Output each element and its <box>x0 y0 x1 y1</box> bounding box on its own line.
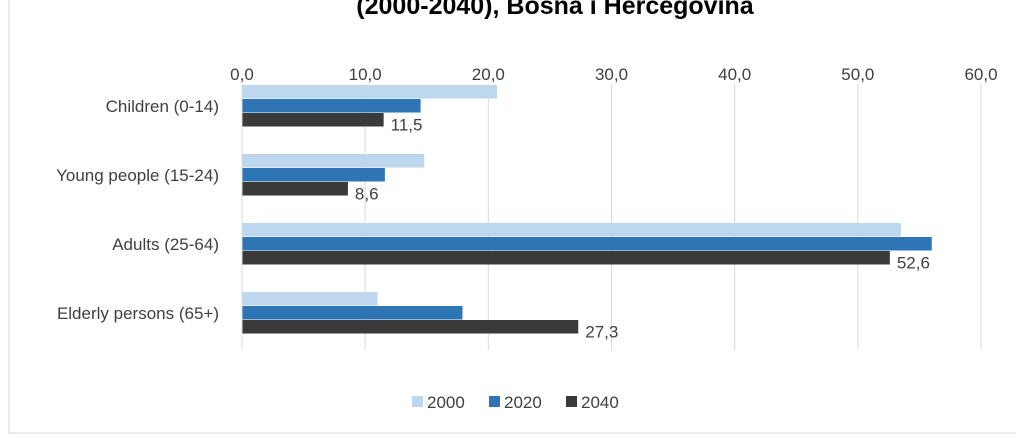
bar-2020 <box>242 306 463 320</box>
x-tick-label: 20,0 <box>472 65 505 84</box>
chart-frame <box>8 0 1016 434</box>
bar-2000 <box>242 154 425 168</box>
x-tick-label: 0,0 <box>230 65 254 84</box>
bar-2020 <box>242 168 385 182</box>
category-labels: Children (0-14) Young people (15-24) Adult… <box>56 97 219 323</box>
bar-2040 <box>242 320 579 334</box>
bar-2020 <box>242 237 932 251</box>
legend-label-2040: 2040 <box>581 393 619 412</box>
data-labels: 11,5 8,6 52,6 27,3 <box>355 116 930 342</box>
bar-2000 <box>242 292 378 306</box>
legend-label-2020: 2020 <box>504 393 542 412</box>
chart-title: (2000-2040), Bosna i Hercegovina <box>356 0 754 20</box>
bar-2040 <box>242 113 384 127</box>
x-tick-label: 10,0 <box>349 65 382 84</box>
x-tick-label: 30,0 <box>595 65 628 84</box>
x-axis-ticks: 0,0 10,0 20,0 30,0 40,0 50,0 60,0 <box>230 65 997 84</box>
bar-series <box>242 85 932 334</box>
bar-2020 <box>242 99 421 113</box>
category-label: Young people (15-24) <box>56 166 219 185</box>
bar-2000 <box>242 223 901 237</box>
gridlines <box>241 84 982 350</box>
category-label: Elderly persons (65+) <box>57 304 219 323</box>
category-label: Adults (25-64) <box>112 235 219 254</box>
data-label: 52,6 <box>897 254 930 273</box>
data-label: 8,6 <box>355 185 379 204</box>
bar-2040 <box>242 182 348 196</box>
legend-swatch-2040 <box>566 396 577 407</box>
legend-swatch-2020 <box>489 396 500 407</box>
x-tick-label: 50,0 <box>841 65 874 84</box>
bar-2040 <box>242 251 890 265</box>
legend-label-2000: 2000 <box>427 393 465 412</box>
x-tick-label: 40,0 <box>718 65 751 84</box>
x-tick-label: 60,0 <box>964 65 997 84</box>
bar-2000 <box>242 85 497 99</box>
data-label: 27,3 <box>585 323 618 342</box>
category-label: Children (0-14) <box>106 97 219 116</box>
data-label: 11,5 <box>391 116 423 135</box>
legend: 2000 2020 2040 <box>412 393 619 412</box>
legend-swatch-2000 <box>412 396 423 407</box>
